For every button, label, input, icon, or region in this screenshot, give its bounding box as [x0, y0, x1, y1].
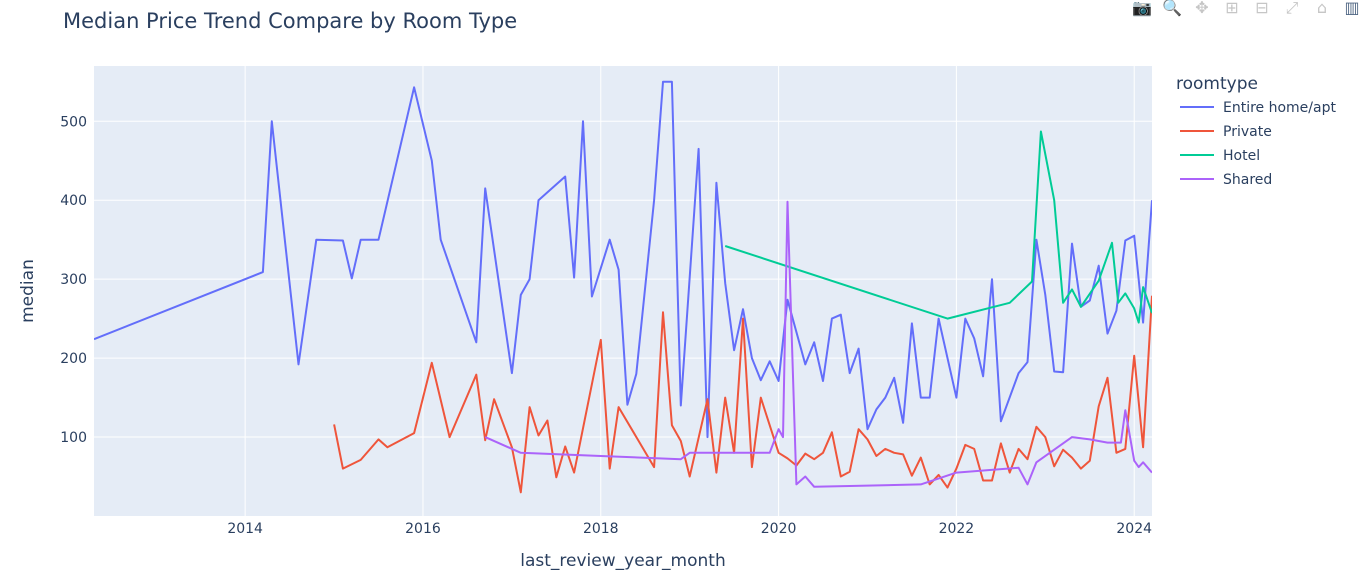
x-tick-label: 2016: [405, 521, 441, 537]
y-tick-label: 200: [60, 351, 87, 367]
x-tick-label: 2020: [761, 521, 797, 537]
series-line-private[interactable]: [333, 295, 1152, 494]
legend-entry[interactable]: Shared: [1223, 172, 1272, 188]
legend-entry[interactable]: Private: [1223, 124, 1272, 140]
x-axis-ticks: 2014 2016 2018 2020 2022 2024: [227, 521, 1152, 537]
y-tick-label: 100: [60, 430, 87, 446]
home-icon[interactable]: ⌂: [1316, 0, 1328, 17]
y-tick-label: 400: [60, 193, 87, 209]
legend: roomtype Entire home/apt Private Hotel Shar…: [1176, 74, 1336, 188]
legend-entry[interactable]: Entire home/apt: [1223, 100, 1336, 116]
zoom-in-icon[interactable]: ⊞: [1225, 0, 1239, 17]
x-tick-label: 2022: [939, 521, 975, 537]
legend-title: roomtype: [1176, 74, 1258, 94]
x-tick-label: 2018: [583, 521, 619, 537]
grid-lines: [94, 66, 1152, 516]
zoom-icon[interactable]: 🔍: [1162, 0, 1182, 17]
x-axis-title: last_review_year_month: [520, 551, 726, 571]
y-axis-title: median: [18, 259, 38, 323]
y-tick-label: 500: [60, 114, 87, 130]
series-line-hotel[interactable]: [724, 130, 1152, 324]
y-axis-ticks: 100 200 300 400 500: [60, 114, 87, 446]
x-tick-label: 2014: [227, 521, 263, 537]
modebar: 📷 🔍 ✥ ⊞ ⊟ ⤢ ⌂ ▥: [1132, 0, 1362, 16]
y-tick-label: 300: [60, 272, 87, 288]
legend-entry[interactable]: Hotel: [1223, 148, 1260, 164]
plotly-logo-icon[interactable]: ▥: [1344, 0, 1360, 17]
pan-icon[interactable]: ✥: [1195, 0, 1209, 17]
series-line-entire-home-apt[interactable]: [94, 80, 1152, 439]
camera-icon[interactable]: 📷: [1132, 0, 1152, 17]
chart-title: Median Price Trend Compare by Room Type: [63, 9, 517, 33]
autoscale-icon[interactable]: ⤢: [1285, 0, 1299, 17]
zoom-out-icon[interactable]: ⊟: [1255, 0, 1269, 17]
series-line-shared[interactable]: [484, 200, 1152, 488]
series-layer: [94, 80, 1152, 494]
x-tick-label: 2024: [1116, 521, 1152, 537]
